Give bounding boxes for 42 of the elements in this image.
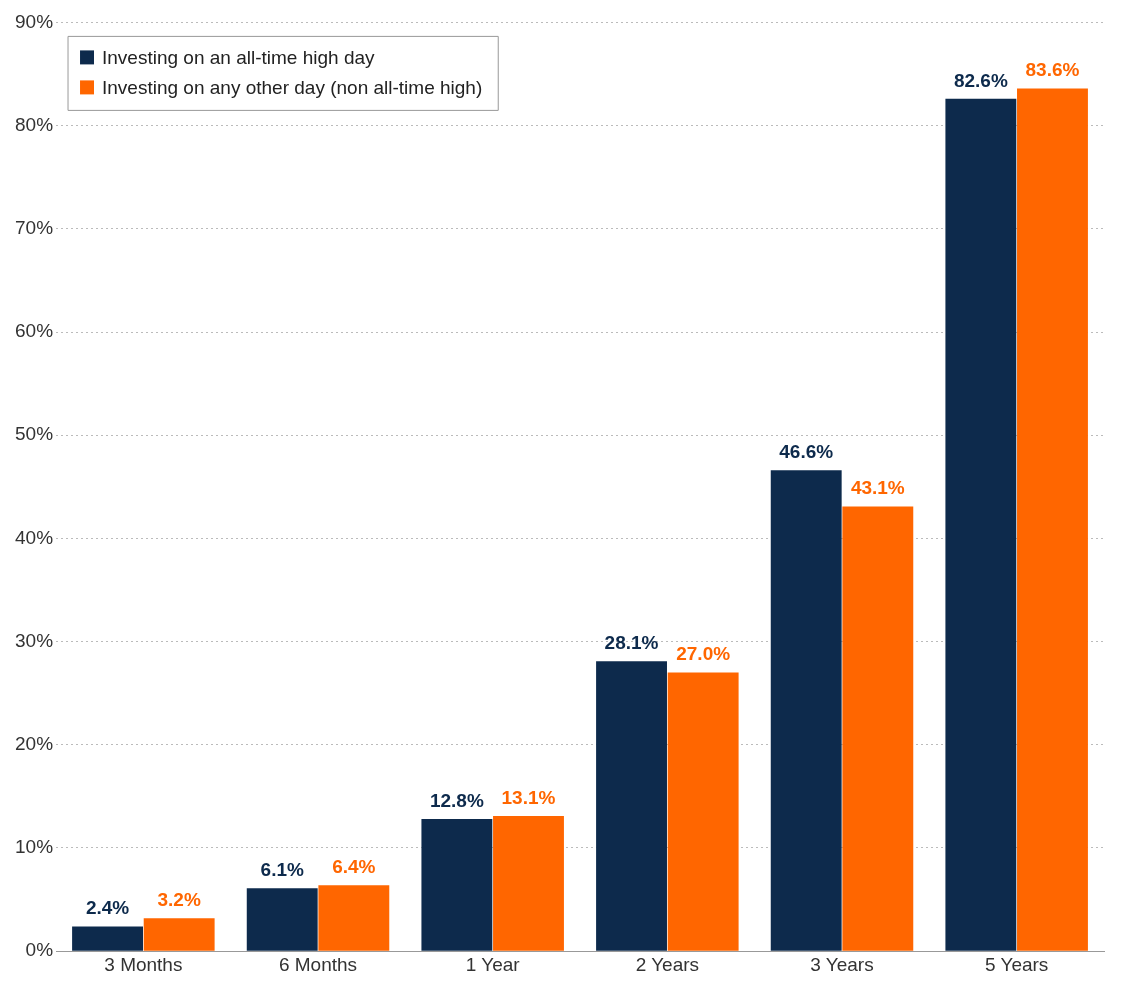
bar xyxy=(421,819,493,951)
bar xyxy=(1017,88,1088,951)
bar xyxy=(842,506,914,951)
y-tick-label: 60% xyxy=(15,320,54,342)
text: 13.1% xyxy=(501,786,556,808)
x-tick-label: 3 Years xyxy=(810,953,874,975)
y-tick-label: 70% xyxy=(15,217,54,239)
y-tick-label: 30% xyxy=(15,629,54,651)
y-tick-label: 10% xyxy=(15,836,54,858)
x-tick-label: 1 Year xyxy=(465,953,521,975)
text: 12.8% xyxy=(429,789,484,811)
legend-label: Investing on an all-time high day xyxy=(102,46,376,68)
text: 6.4% xyxy=(332,855,376,877)
bar xyxy=(72,926,143,951)
bar xyxy=(770,470,842,951)
text: 43.1% xyxy=(850,477,905,499)
bar xyxy=(667,672,739,951)
bar xyxy=(246,888,318,951)
text: 27.0% xyxy=(676,643,731,665)
x-tick-label: 3 Months xyxy=(104,953,183,975)
text: 2.4% xyxy=(85,897,130,919)
bar xyxy=(596,661,667,951)
bar xyxy=(493,816,564,951)
text: 46.6% xyxy=(779,441,834,463)
x-tick-label: 5 Years xyxy=(984,953,1049,975)
text: 3.2% xyxy=(157,888,201,910)
x-tick-label: 6 Months xyxy=(278,953,358,975)
bar xyxy=(318,885,390,951)
text: 28.1% xyxy=(604,631,659,653)
text: 82.6% xyxy=(953,69,1008,91)
text: 6.1% xyxy=(260,858,304,880)
y-tick-label: 0% xyxy=(25,939,54,961)
text: 83.6% xyxy=(1025,59,1080,81)
y-tick-label: 50% xyxy=(15,423,54,445)
legend-label: Investing on any other day (non all-time high) xyxy=(102,76,483,98)
y-tick-label: 90% xyxy=(15,10,54,32)
bar xyxy=(945,98,1017,951)
x-tick-label: 2 Years xyxy=(635,953,700,975)
y-tick-label: 40% xyxy=(15,526,54,548)
bar xyxy=(143,918,215,951)
y-tick-label: 80% xyxy=(15,113,54,135)
y-tick-label: 20% xyxy=(15,733,54,755)
